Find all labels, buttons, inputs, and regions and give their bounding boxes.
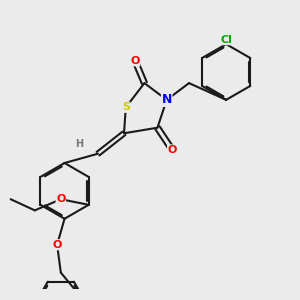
Text: H: H [75,140,83,149]
Text: N: N [161,93,172,106]
Text: O: O [130,56,140,66]
Text: Cl: Cl [220,35,232,45]
Text: O: O [52,240,62,250]
Text: O: O [168,145,177,155]
Text: O: O [56,194,65,204]
Text: S: S [122,102,130,112]
